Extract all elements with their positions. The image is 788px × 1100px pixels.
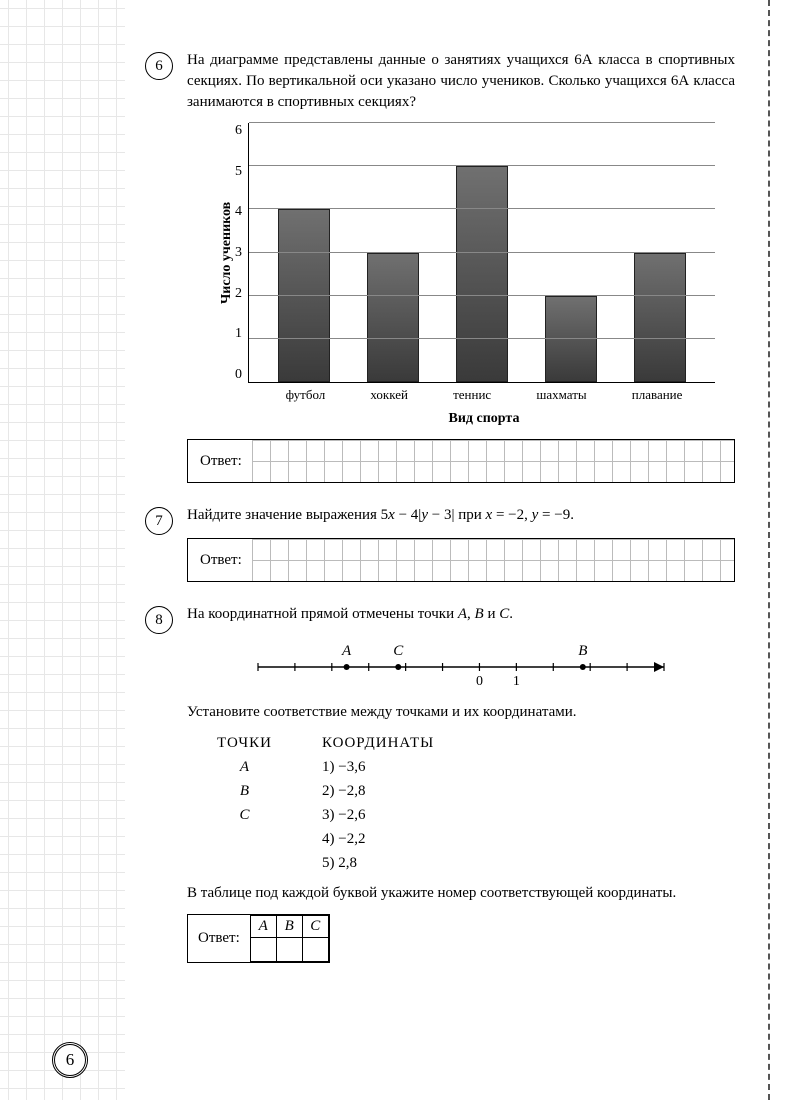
bar-chart: Число учеников 6 5 4 3 2 1 0 футбол хоккей тенни…	[215, 123, 715, 427]
chart-ylabel: Число учеников	[215, 123, 235, 383]
question-number-6: 6	[145, 52, 173, 80]
ytick: 2	[235, 286, 242, 302]
problem-7-text: Найдите значение выражения 5x − 4|y − 3|…	[187, 505, 735, 526]
coord-option: 4) −2,2	[322, 827, 434, 851]
ytick: 4	[235, 204, 242, 220]
points-header: ТОЧКИ	[217, 731, 272, 755]
coord-option: 2) −2,8	[322, 779, 434, 803]
ytick: 5	[235, 164, 242, 180]
svg-text:1: 1	[513, 674, 520, 689]
xlabel: плавание	[632, 387, 683, 403]
ytick: 1	[235, 326, 242, 342]
xlabel: теннис	[453, 387, 491, 403]
ytick: 0	[235, 367, 242, 383]
ytick: 6	[235, 123, 242, 139]
answer-table-8[interactable]: Ответ: ABC	[187, 914, 330, 963]
table-cell[interactable]	[302, 938, 328, 962]
grid-margin	[0, 0, 125, 1100]
svg-text:A: A	[341, 643, 352, 659]
problem-7: 7 Найдите значение выражения 5x − 4|y − …	[145, 505, 735, 582]
page-number: 6	[52, 1042, 88, 1078]
bar-футбол	[278, 209, 330, 382]
coord-option: 3) −2,6	[322, 803, 434, 827]
point-label: A	[217, 755, 272, 779]
coords-header: КООРДИНАТЫ	[322, 731, 434, 755]
answer-label: Ответ:	[188, 552, 252, 569]
question-number-7: 7	[145, 507, 173, 535]
table-head: C	[302, 916, 328, 938]
svg-text:C: C	[393, 643, 404, 659]
answer-grid	[252, 539, 734, 581]
answer-label: Ответ:	[188, 453, 252, 470]
problem-8-instr: Установите соответствие между точками и …	[187, 702, 735, 723]
coord-option: 1) −3,6	[322, 755, 434, 779]
problem-6-text: На диаграмме представлены данные о занят…	[187, 50, 735, 113]
answer-box-6[interactable]: Ответ:	[187, 439, 735, 483]
xlabel: хоккей	[370, 387, 408, 403]
table-head: A	[250, 916, 276, 938]
number-line: A C B 0 1	[246, 635, 676, 690]
answer-label: Ответ:	[188, 930, 250, 947]
bar-хоккей	[367, 253, 419, 383]
bar-плавание	[634, 253, 686, 383]
table-head: B	[276, 916, 302, 938]
point-label: C	[217, 803, 272, 827]
answer-grid	[252, 440, 734, 482]
chart-plot	[248, 123, 715, 383]
content-area: 6 На диаграмме представлены данные о зан…	[145, 50, 735, 985]
problem-8-intro: На координатной прямой отмечены точки A,…	[187, 604, 735, 625]
chart-yaxis: 6 5 4 3 2 1 0	[235, 123, 248, 383]
svg-text:B: B	[578, 643, 587, 659]
ytick: 3	[235, 245, 242, 261]
answer-box-7[interactable]: Ответ:	[187, 538, 735, 582]
bar-теннис	[456, 166, 508, 382]
chart-xlabels: футбол хоккей теннис шахматы плавание	[253, 383, 715, 403]
svg-text:0: 0	[476, 674, 483, 689]
question-number-8: 8	[145, 606, 173, 634]
chart-xtitle: Вид спорта	[253, 411, 715, 427]
xlabel: футбол	[286, 387, 326, 403]
problem-6: 6 На диаграмме представлены данные о зан…	[145, 50, 735, 483]
point-label: B	[217, 779, 272, 803]
coord-option: 5) 2,8	[322, 851, 434, 875]
table-cell[interactable]	[250, 938, 276, 962]
problem-8: 8 На координатной прямой отмечены точки …	[145, 604, 735, 963]
problem-8-instr2: В таблице под каждой буквой укажите номе…	[187, 883, 735, 904]
page-dashed-border	[768, 0, 770, 1100]
table-cell[interactable]	[276, 938, 302, 962]
xlabel: шахматы	[536, 387, 586, 403]
matching-lists: ТОЧКИ ABC КООРДИНАТЫ 1) −3,62) −2,83) −2…	[217, 731, 735, 875]
